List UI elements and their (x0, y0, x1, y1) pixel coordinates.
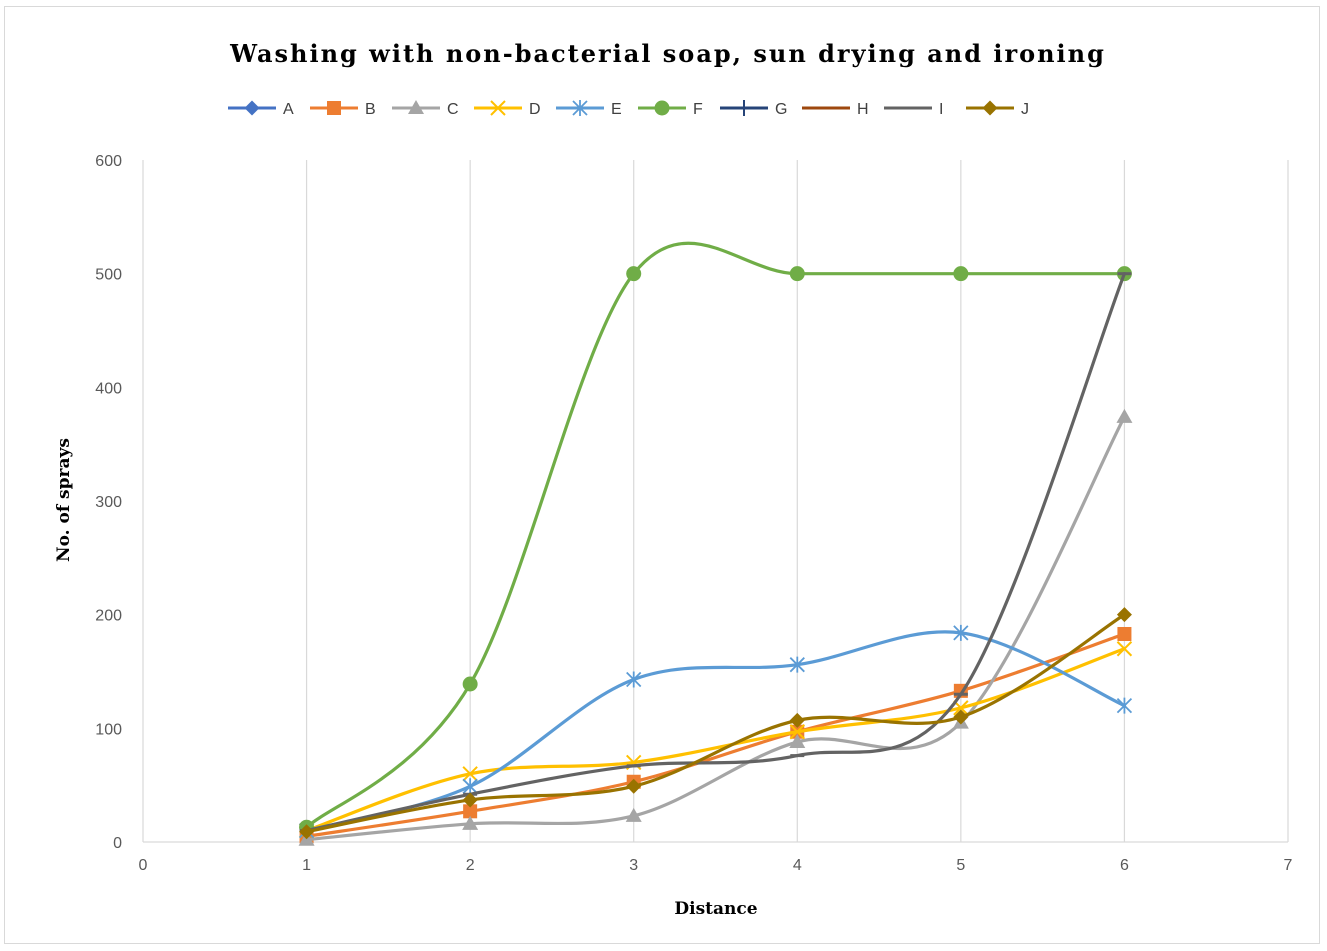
data-point-j (953, 709, 969, 725)
legend-label-g: G (775, 101, 787, 118)
legend-item-f: F (638, 100, 703, 118)
data-point-f (953, 266, 969, 282)
y-tick-label: 0 (113, 835, 122, 852)
data-point-j (299, 824, 315, 840)
legend-marker-f (654, 100, 670, 116)
x-tick-label: 3 (629, 857, 638, 874)
x-tick-label: 6 (1120, 857, 1129, 874)
legend-item-h: H (802, 101, 869, 118)
series-j (299, 607, 1132, 840)
series-line-b (304, 632, 1127, 838)
chart-title: Washing with non-bacterial soap, sun dry… (229, 39, 1106, 68)
data-point-c (1116, 408, 1133, 423)
y-tick-label: 200 (95, 608, 122, 625)
x-tick-label: 2 (466, 857, 475, 874)
chart-frame (4, 6, 1320, 944)
data-point-b (463, 804, 478, 819)
legend: A B C D E F G H I J (228, 100, 1029, 118)
data-point-j (626, 778, 642, 794)
data-point-f (789, 266, 805, 282)
y-tick-label: 100 (95, 721, 122, 738)
legend-label-d: D (529, 101, 541, 118)
legend-item-i: I (884, 101, 943, 118)
legend-label-j: J (1021, 101, 1029, 118)
x-tick-label: 1 (302, 857, 311, 874)
y-tick-label: 400 (95, 380, 122, 397)
legend-label-c: C (447, 101, 459, 118)
legend-marker-a (244, 100, 260, 116)
legend-marker-c (408, 100, 424, 114)
y-axis-title: No. of sprays (54, 438, 74, 562)
series-line-d (304, 647, 1127, 833)
y-tick-label: 500 (95, 267, 122, 284)
data-point-e (789, 656, 805, 673)
series-line-f (304, 241, 1127, 829)
data-point-e (462, 778, 478, 795)
data-point-f (626, 266, 642, 282)
legend-marker-j (982, 100, 998, 116)
axes (142, 160, 1288, 843)
series-line-e (304, 630, 1127, 833)
data-point-b (1117, 626, 1132, 641)
data-point-e (953, 624, 969, 641)
y-tick-label: 600 (95, 153, 122, 170)
series-c (298, 408, 1133, 846)
legend-item-j: J (966, 100, 1029, 118)
data-point-j (462, 792, 478, 808)
data-point-e (1116, 697, 1133, 714)
data-point-c (789, 733, 806, 748)
tick-labels: 0 1 2 3 4 5 6 7 0 100 200 300 400 500 600 (95, 153, 1292, 874)
legend-label-b: B (365, 101, 376, 118)
data-point-c (625, 807, 642, 822)
series-lines (298, 241, 1133, 846)
legend-item-g: G (720, 100, 787, 118)
legend-label-i: I (939, 101, 943, 118)
legend-item-d: D (474, 100, 541, 118)
data-point-d (789, 724, 805, 740)
x-tick-label: 0 (139, 857, 148, 874)
series-line-j (304, 613, 1127, 834)
legend-item-a: A (228, 100, 294, 118)
legend-item-c: C (392, 100, 459, 118)
data-point-j (789, 712, 805, 728)
legend-item-e: E (556, 100, 622, 118)
legend-label-a: A (283, 101, 294, 118)
data-point-d (1116, 641, 1133, 657)
legend-label-f: F (693, 101, 703, 118)
x-tick-label: 4 (793, 857, 802, 874)
x-axis-title: Distance (674, 899, 757, 919)
legend-marker-g (737, 100, 751, 116)
y-tick-label: 300 (95, 494, 122, 511)
legend-item-b: B (310, 101, 376, 118)
legend-marker-e (572, 100, 588, 116)
data-point-e (626, 671, 642, 688)
series-f (299, 241, 1132, 835)
data-point-f (462, 676, 478, 692)
legend-marker-b (327, 101, 341, 115)
series-line-c (304, 415, 1127, 842)
data-point-c (462, 815, 479, 830)
data-point-d (462, 766, 478, 782)
legend-marker-d (490, 100, 506, 116)
legend-label-h: H (857, 101, 869, 118)
x-tick-label: 7 (1284, 857, 1293, 874)
x-tick-label: 5 (956, 857, 965, 874)
data-point-j (1116, 607, 1132, 623)
legend-label-e: E (611, 101, 622, 118)
